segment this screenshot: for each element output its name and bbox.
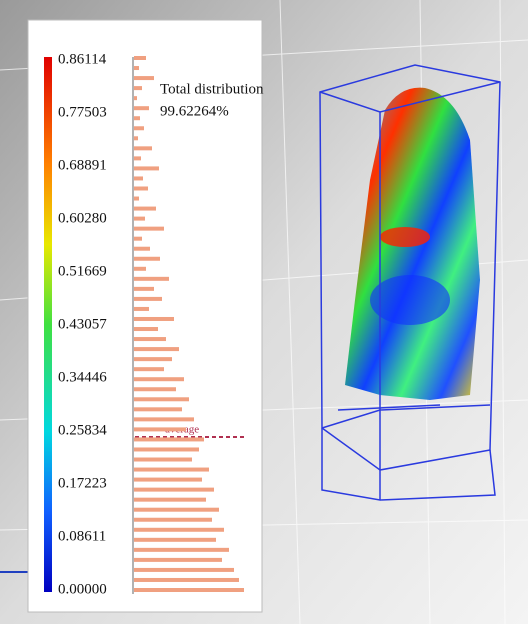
histogram-bar [134, 407, 182, 411]
histogram-bar [134, 367, 164, 371]
histogram-bar [134, 508, 219, 512]
histogram-bar [134, 277, 169, 281]
histogram-bar [134, 468, 209, 472]
histogram-bar [134, 327, 158, 331]
legend-label: 0.68891 [58, 157, 107, 173]
legend-label: 0.17223 [58, 475, 107, 491]
legend-label: 0.08611 [58, 528, 106, 544]
histogram-bar [134, 317, 174, 321]
viewport: average Total distribution 99.62264% 0.8… [0, 0, 528, 624]
histogram-bar [134, 207, 156, 211]
histogram-bar [134, 86, 142, 90]
histogram-bar [134, 297, 162, 301]
histogram-bar [134, 478, 202, 482]
histogram-bar [134, 347, 179, 351]
histogram-bar [134, 156, 141, 160]
histogram-bar [134, 217, 145, 221]
histogram-bar [134, 146, 152, 150]
histogram-bar [134, 498, 206, 502]
histogram-bar [134, 558, 222, 562]
histogram-bar [134, 237, 142, 241]
legend-label: 0.43057 [58, 316, 107, 332]
histogram-bar [134, 588, 244, 592]
histogram-bar [134, 267, 146, 271]
histogram-bar [134, 76, 154, 80]
color-bar [44, 57, 52, 592]
histogram-bar [134, 528, 224, 532]
histogram-bar [134, 116, 140, 120]
histogram-bar [134, 96, 137, 100]
histogram-bar [134, 247, 150, 251]
page: {"legend": {"labels": ["0.86114", "0.775… [0, 0, 528, 629]
legend-label: 0.51669 [58, 263, 107, 279]
histogram-bar [134, 227, 164, 231]
histogram-bar [134, 387, 176, 391]
histogram-bar [134, 538, 216, 542]
histogram-bar [134, 427, 186, 431]
legend-label: 0.34446 [58, 369, 107, 385]
histogram-bar [134, 307, 149, 311]
coldspot [370, 275, 450, 325]
histogram-bar [134, 56, 146, 60]
histogram-bar [134, 357, 172, 361]
histogram-bar [134, 437, 204, 441]
histogram-bar [134, 337, 166, 341]
histogram-bar [134, 126, 144, 130]
histogram-bar [134, 548, 229, 552]
legend-label: 0.86114 [58, 51, 107, 67]
histogram-bar [134, 488, 214, 492]
histogram-bar [134, 377, 184, 381]
histogram-bar [134, 136, 138, 140]
histogram-bar [134, 166, 159, 170]
histogram-bar [134, 458, 192, 462]
total-value: 99.62264% [160, 103, 229, 119]
histogram-bar [134, 447, 199, 451]
histogram-bar [134, 186, 148, 190]
histogram-bar [134, 257, 160, 261]
hotspot [380, 227, 430, 247]
legend-label: 0.00000 [58, 581, 107, 597]
total-label: Total distribution [160, 81, 264, 97]
histogram-bar [134, 106, 149, 110]
histogram-bar [134, 197, 139, 201]
legend-label: 0.60280 [58, 210, 107, 226]
histogram-bar [134, 66, 139, 70]
histogram-bar [134, 287, 154, 291]
histogram-bar [134, 518, 212, 522]
histogram-bar [134, 417, 194, 421]
histogram-bar [134, 397, 189, 401]
legend-label: 0.77503 [58, 104, 107, 120]
histogram-bar [134, 568, 234, 572]
histogram-bar [134, 176, 143, 180]
legend-label: 0.25834 [58, 422, 107, 438]
histogram-bar [134, 578, 239, 582]
